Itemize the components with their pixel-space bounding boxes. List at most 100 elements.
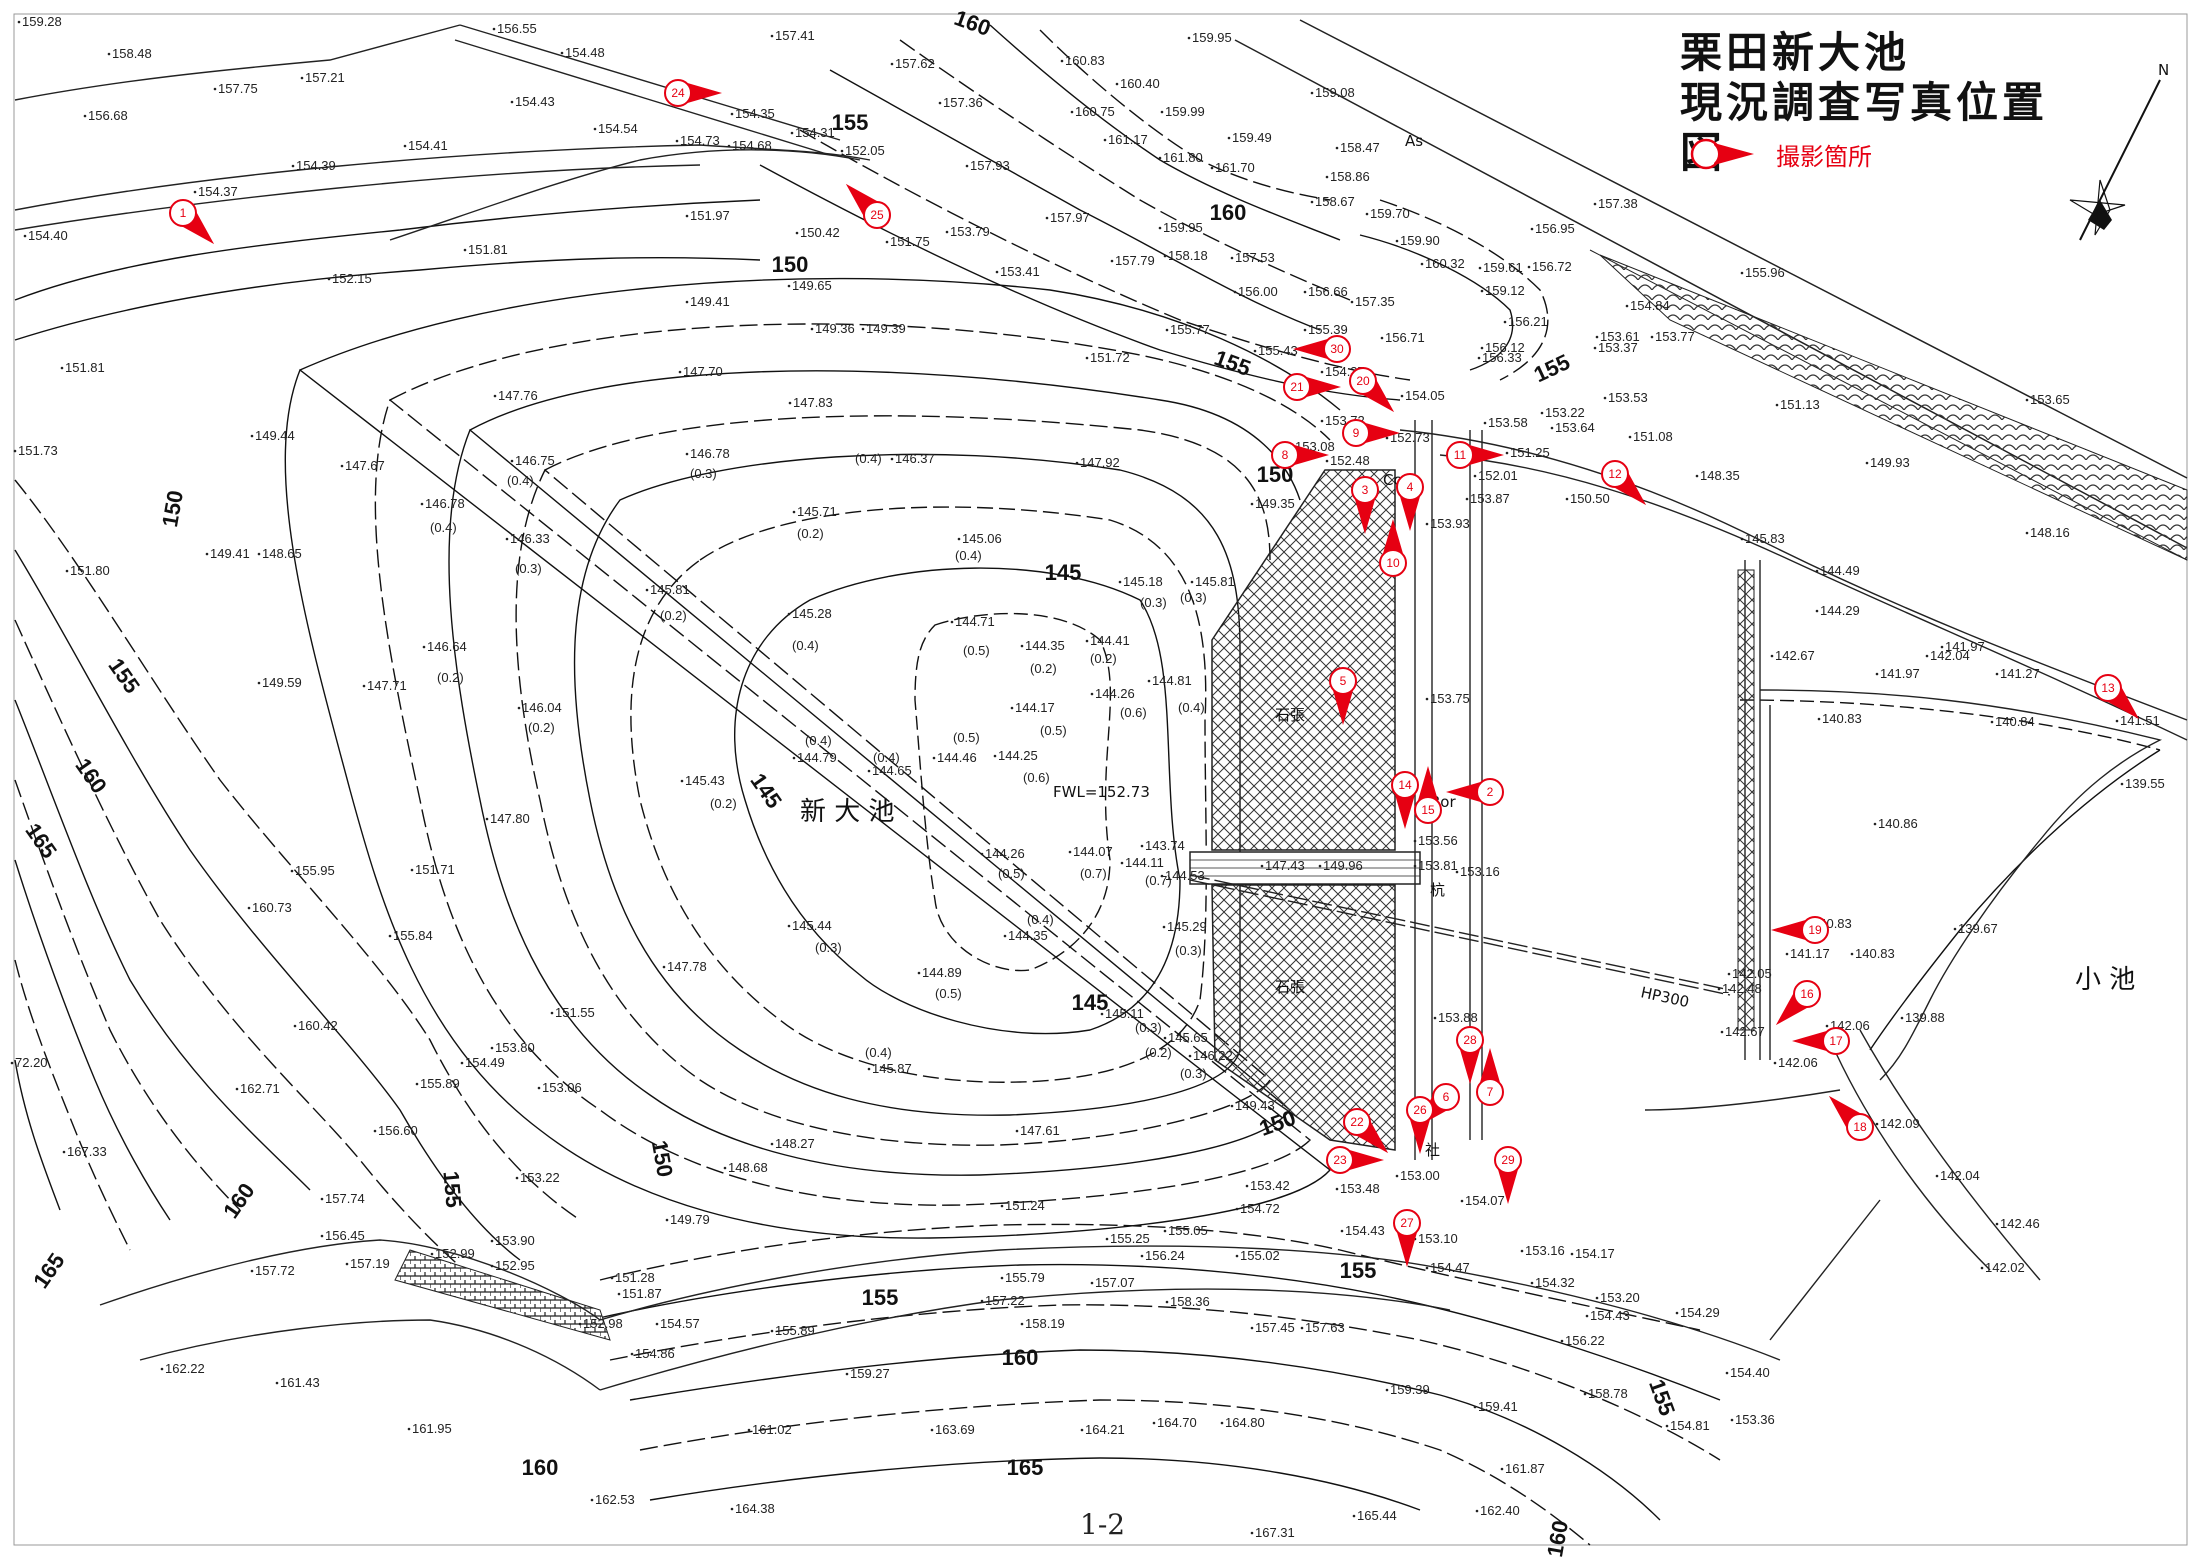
elevation-point: 153.16 <box>1455 864 1500 879</box>
depth-value: (0.4) <box>805 733 832 748</box>
depth-value: (0.3) <box>690 466 717 481</box>
photo-marker-22[interactable]: 22 <box>1343 1108 1396 1161</box>
svg-text:147.70: 147.70 <box>683 364 723 379</box>
svg-text:28: 28 <box>1463 1033 1477 1047</box>
photo-marker-20[interactable]: 20 <box>1349 367 1402 420</box>
svg-text:159.99: 159.99 <box>1165 104 1205 119</box>
photo-marker-17[interactable]: 17 <box>1792 1027 1850 1055</box>
svg-text:157.07: 157.07 <box>1095 1275 1135 1290</box>
photo-marker-28[interactable]: 28 <box>1456 1026 1484 1084</box>
depth-value: (0.4) <box>1178 700 1205 715</box>
depth-value: (0.4) <box>855 451 882 466</box>
elevation-point: 156.68 <box>83 108 128 123</box>
photo-marker-15[interactable]: 15 <box>1414 766 1442 824</box>
elevation-point: 152.99 <box>430 1246 475 1261</box>
elevation-point: 145.83 <box>1740 531 1785 546</box>
svg-text:152.15: 152.15 <box>332 271 372 286</box>
elevation-point: 141.97 <box>1875 666 1920 681</box>
photo-marker-5[interactable]: 5 <box>1329 667 1357 725</box>
depth-value: (0.7) <box>1145 873 1172 888</box>
elevation-point: 158.48 <box>107 46 152 61</box>
elevation-point: 149.41 <box>685 294 730 309</box>
photo-marker-3[interactable]: 3 <box>1351 476 1379 534</box>
photo-marker-9[interactable]: 9 <box>1342 419 1400 447</box>
elevation-point: 147.80 <box>485 811 530 826</box>
elevation-point: 162.40 <box>1475 1503 1520 1518</box>
elevation-point: 164.38 <box>730 1501 775 1516</box>
svg-text:154.31: 154.31 <box>795 125 835 140</box>
elevation-point: 155.89 <box>415 1076 460 1091</box>
svg-text:22: 22 <box>1350 1115 1364 1129</box>
elevation-point: 149.93 <box>1865 455 1910 470</box>
elevation-point: 156.33 <box>1477 350 1522 365</box>
svg-text:147.80: 147.80 <box>490 811 530 826</box>
svg-text:163.69: 163.69 <box>935 1422 975 1437</box>
svg-text:153.48: 153.48 <box>1340 1181 1380 1196</box>
photo-marker-24[interactable]: 24 <box>664 79 722 107</box>
svg-text:161.43: 161.43 <box>280 1375 320 1390</box>
svg-text:153.93: 153.93 <box>1430 516 1470 531</box>
depth-value: (0.4) <box>430 520 457 535</box>
photo-marker-18[interactable]: 18 <box>1821 1088 1874 1141</box>
photo-marker-21[interactable]: 21 <box>1283 373 1341 401</box>
elevation-point: 153.53 <box>1603 390 1648 405</box>
contour-label: 165 <box>28 1248 70 1292</box>
marker-legend-icon <box>1690 138 1754 170</box>
photo-marker-30[interactable]: 30 <box>1293 335 1351 363</box>
photo-marker-16[interactable]: 16 <box>1768 980 1821 1033</box>
depth-value: (0.2) <box>797 526 824 541</box>
svg-text:146.64: 146.64 <box>427 639 467 654</box>
svg-text:154.29: 154.29 <box>1680 1305 1720 1320</box>
svg-text:153.58: 153.58 <box>1488 415 1528 430</box>
elevation-point: 141.97 <box>1940 639 1985 654</box>
elevation-point: 167.31 <box>1250 1525 1295 1540</box>
elevation-point: 153.81 <box>1413 858 1458 873</box>
elevation-point: 161.43 <box>275 1375 320 1390</box>
elevation-point: 149.43 <box>1230 1098 1275 1113</box>
svg-text:141.51: 141.51 <box>2120 713 2160 728</box>
photo-marker-23[interactable]: 23 <box>1326 1146 1384 1174</box>
svg-text:154.86: 154.86 <box>635 1346 675 1361</box>
photo-marker-27[interactable]: 27 <box>1393 1209 1421 1267</box>
photo-marker-8[interactable]: 8 <box>1271 441 1329 469</box>
elevation-point: 154.68 <box>727 138 772 153</box>
elevation-point: 153.22 <box>515 1170 560 1185</box>
photo-marker-7[interactable]: 7 <box>1476 1048 1504 1106</box>
svg-text:17: 17 <box>1829 1034 1843 1048</box>
svg-text:153.81: 153.81 <box>1418 858 1458 873</box>
svg-text:151.72: 151.72 <box>1090 350 1130 365</box>
svg-text:144.35: 144.35 <box>1008 928 1048 943</box>
photo-marker-2[interactable]: 2 <box>1446 778 1504 806</box>
photo-marker-25[interactable]: 25 <box>838 176 891 229</box>
photo-marker-29[interactable]: 29 <box>1494 1146 1522 1204</box>
elevation-point: 159.41 <box>1473 1399 1518 1414</box>
contour-label: 150 <box>647 1138 678 1179</box>
photo-marker-4[interactable]: 4 <box>1396 473 1424 531</box>
contour-label: 145 <box>1072 990 1109 1015</box>
svg-text:147.78: 147.78 <box>667 959 707 974</box>
elevation-point: 144.35 <box>1003 928 1048 943</box>
photo-marker-1[interactable]: 1 <box>169 199 222 252</box>
photo-marker-10[interactable]: 10 <box>1379 519 1407 577</box>
svg-text:154.41: 154.41 <box>408 138 448 153</box>
svg-text:156.21: 156.21 <box>1508 314 1548 329</box>
photo-marker-19[interactable]: 19 <box>1771 916 1829 944</box>
photo-marker-26[interactable]: 26 <box>1406 1096 1434 1154</box>
elevation-point: 153.77 <box>1650 329 1695 344</box>
elevation-point: 159.12 <box>1480 283 1525 298</box>
photo-marker-12[interactable]: 12 <box>1601 460 1654 513</box>
photo-marker-13[interactable]: 13 <box>2094 674 2147 727</box>
svg-text:145.11: 145.11 <box>1105 1006 1144 1021</box>
contour-label: 155 <box>832 110 869 135</box>
elevation-point: 155.05 <box>1163 1223 1208 1238</box>
svg-text:157.22: 157.22 <box>985 1293 1025 1308</box>
svg-text:153.10: 153.10 <box>1418 1231 1458 1246</box>
contour-label: 155 <box>1340 1258 1377 1283</box>
svg-text:153.41: 153.41 <box>1000 264 1040 279</box>
elevation-point: 139.88 <box>1900 1010 1945 1025</box>
photo-marker-14[interactable]: 14 <box>1391 771 1419 829</box>
photo-marker-11[interactable]: 11 <box>1446 441 1504 469</box>
elevation-point: 145.44 <box>787 918 832 933</box>
elevation-point: 148.35 <box>1695 468 1740 483</box>
svg-text:144.49: 144.49 <box>1820 563 1860 578</box>
